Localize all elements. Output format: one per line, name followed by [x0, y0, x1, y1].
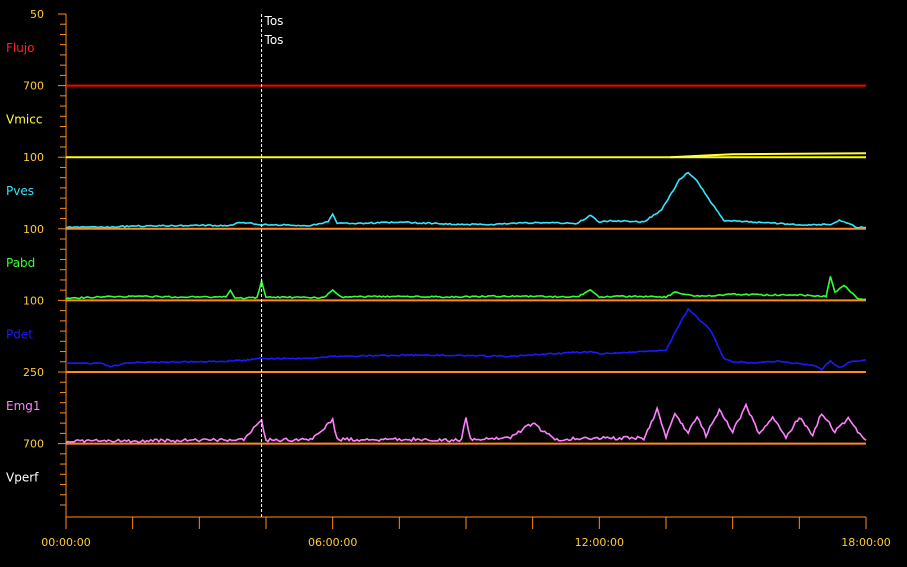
event-marker-label-repeat: Tos [264, 33, 284, 47]
channel-name-vperf: Vperf [6, 471, 39, 485]
channel-name-flujo: Flujo [6, 41, 35, 55]
x-tick-label: 18:00:00 [841, 536, 890, 549]
series-pabd [65, 276, 867, 301]
channel-name-pves: Pves [6, 184, 34, 198]
label-layer: 50 Flujo 700 Vmicc 100 Pves 100 Pabd 100 Pdet 250 E… [6, 8, 891, 549]
channel-name-pdet: Pdet [6, 327, 33, 341]
x-tick-label: 00:00:00 [41, 536, 90, 549]
series-pves [65, 171, 867, 229]
channel-name-emg1: Emg1 [6, 399, 41, 413]
series-pdet [65, 307, 867, 372]
channel-scale-label: 100 [23, 151, 44, 164]
channel-scale-label: 100 [23, 223, 44, 236]
event-marker-label: Tos [264, 14, 284, 28]
series-emg1 [65, 402, 867, 444]
channel-name-pabd: Pabd [6, 256, 35, 270]
channel-scale-label: 700 [23, 80, 44, 93]
channel-scale-label: 700 [23, 438, 44, 451]
series-vmicc-rise [670, 152, 867, 159]
channel-name-vmicc: Vmicc [6, 113, 42, 127]
series-layer [65, 152, 867, 444]
channel-scale-label: 100 [23, 294, 44, 307]
channel-scale-label: 50 [30, 8, 44, 21]
axis-layer [58, 13, 867, 529]
x-tick-label: 06:00:00 [308, 536, 357, 549]
channel-scale-label: 250 [23, 366, 44, 379]
marker-layer: Tos Tos [261, 14, 284, 517]
x-tick-label: 12:00:00 [575, 536, 624, 549]
